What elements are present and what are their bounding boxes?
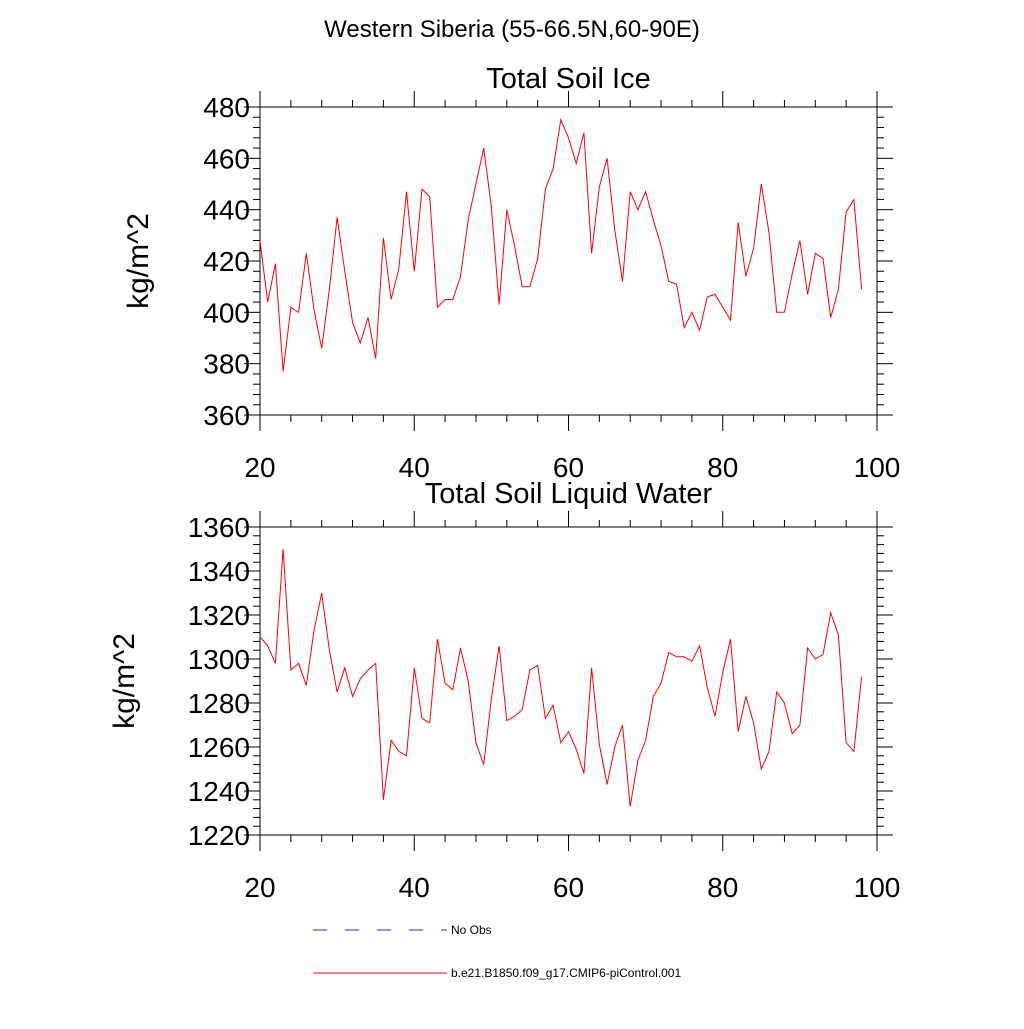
ice-y-tick-label: 380 [203,349,250,380]
liquid-x-tick-label: 20 [244,872,275,903]
ice-y-tick-label: 480 [203,92,250,123]
liquid-x-tick-label: 80 [707,872,738,903]
liquid-x-tick-label: 60 [553,872,584,903]
liquid-x-tick-label: 40 [399,872,430,903]
liquid-y-tick-label: 1300 [188,644,250,675]
ice-panel-title: Total Soil Ice [486,63,650,95]
liquid-x-tick-label: 100 [854,872,901,903]
liquid-y-tick-label: 1260 [188,732,250,763]
ice-y-tick-label: 440 [203,195,250,226]
legend-model-label: b.e21.B1850.f09_g17.CMIP6-piControl.001 [451,966,681,980]
ice-plot-frame [259,106,878,416]
liquid-y-tick-label: 1360 [188,512,250,543]
ice-x-tick-label: 20 [244,452,275,483]
ice-series-line [259,118,863,372]
liquid-y-tick-label: 1320 [188,600,250,631]
liquid-y-tick-label: 1280 [188,688,250,719]
ice-y-tick-label: 360 [203,400,250,431]
ice-y-tick-label: 420 [203,246,250,277]
liquid-y-tick-label: 1340 [188,556,250,587]
liquid-plot-frame [259,526,878,836]
ice-x-tick-label: 100 [854,452,901,483]
legend-no-obs-label: No Obs [451,923,492,937]
liquid-panel-title: Total Soil Liquid Water [425,478,713,510]
ice-x-tick-label: 40 [399,452,430,483]
ice-y-tick-label: 460 [203,143,250,174]
liquid-y-tick-label: 1240 [188,776,250,807]
ice-y-tick-label: 400 [203,297,250,328]
ice-x-tick-label: 80 [707,452,738,483]
liquid-y-tick-label: 1220 [188,820,250,851]
ice-y-axis-label: kg/m^2 [122,213,155,309]
liquid-y-axis-label: kg/m^2 [108,633,141,729]
main-title: Western Siberia (55-66.5N,60-90E) [324,16,700,43]
liquid-series-line [259,548,863,807]
ice-x-tick-label: 60 [553,452,584,483]
